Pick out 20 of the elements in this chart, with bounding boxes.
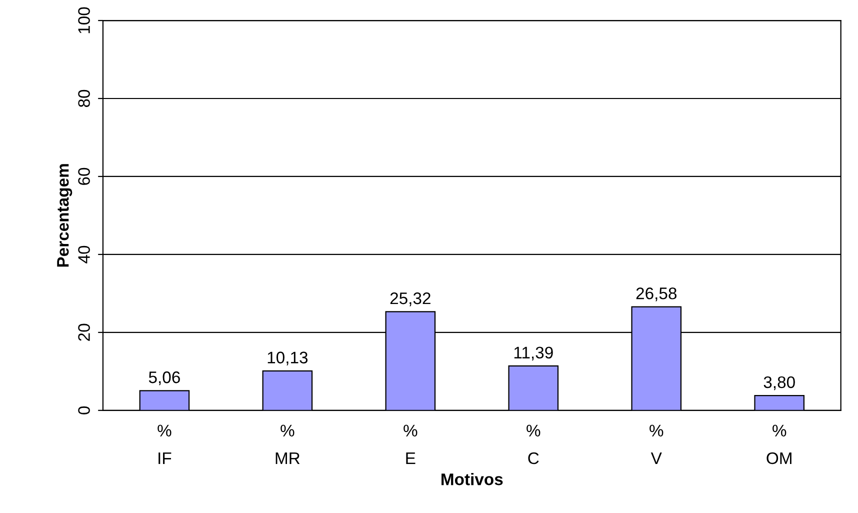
data-label: 25,32 (390, 292, 430, 306)
x-tick-label: % OM (766, 424, 792, 464)
y-tick-label: 40 (78, 246, 90, 264)
y-tick-label: 80 (78, 90, 90, 108)
data-label: 26,58 (636, 288, 676, 302)
y-axis-title: Percentagem (57, 164, 72, 267)
x-tick-label: % IF (158, 424, 172, 464)
y-tick-label: 100 (78, 7, 90, 34)
x-tick-label: % MR (276, 424, 300, 464)
x-axis-title: Motivos (442, 472, 503, 486)
y-tick-label: 20 (78, 324, 90, 341)
x-tick-label: % C (526, 424, 540, 464)
y-tick-label: 0 (78, 406, 90, 414)
data-label: 10,13 (268, 352, 308, 366)
x-tick-label: % V (650, 424, 664, 464)
data-label: 5,06 (148, 371, 180, 386)
data-label: 11,39 (514, 346, 553, 360)
y-tick-label: 60 (78, 168, 90, 185)
x-tick-label: % E (404, 424, 418, 464)
data-label: 3,80 (764, 376, 795, 390)
